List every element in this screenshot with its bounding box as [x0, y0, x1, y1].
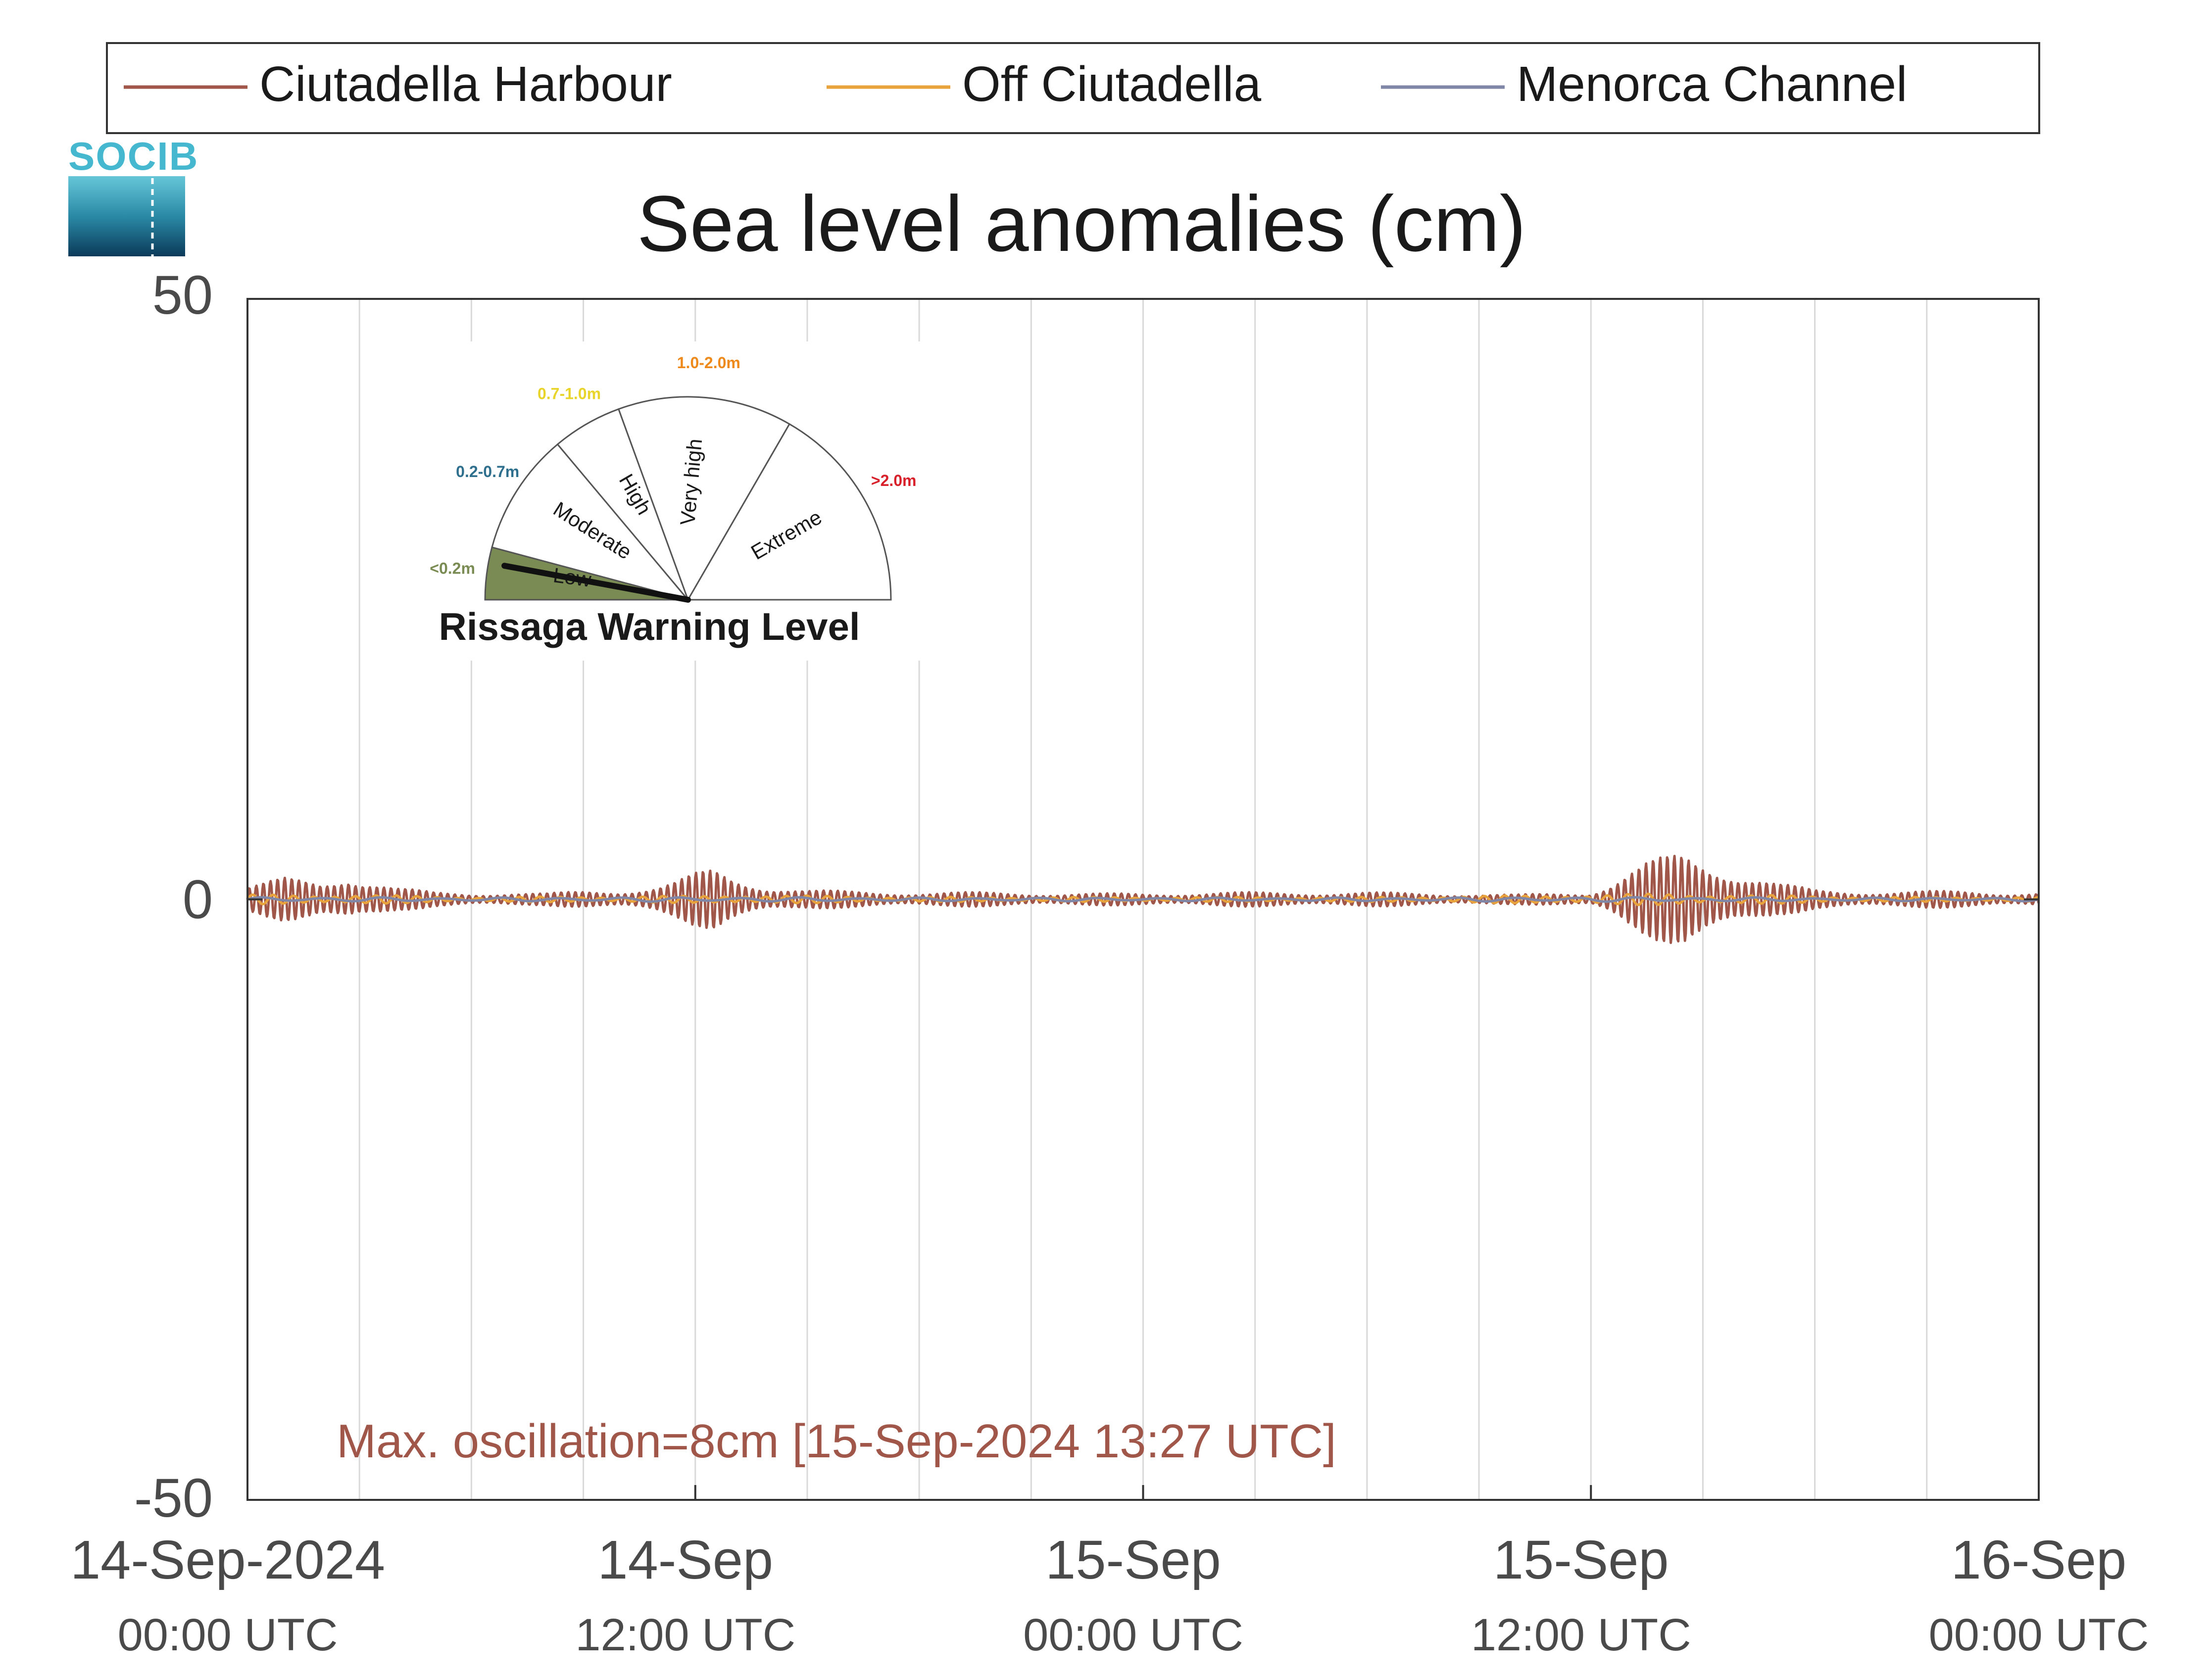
- series-line-menorca-channel: [247, 896, 2039, 903]
- x-tick-label-time: 00:00 UTC: [1023, 1610, 1243, 1660]
- gauge-sector-very-high: [617, 396, 791, 602]
- logo-wave-block: [68, 176, 185, 256]
- legend: Ciutadella Harbour Off Ciutadella Menorc…: [106, 42, 2040, 134]
- x-tick-label-date: 14-Sep: [597, 1530, 773, 1590]
- max-oscillation-annotation: Max. oscillation=8cm [15-Sep-2024 13:27 …: [337, 1415, 1336, 1468]
- x-tick-label-date: 16-Sep: [1951, 1530, 2127, 1590]
- gauge-sectors: Low<0.2mModerate0.2-0.7mHigh0.7-1.0mVery…: [430, 354, 917, 603]
- x-tick-label-time: 00:00 UTC: [118, 1610, 338, 1660]
- legend-box: [106, 42, 2040, 134]
- x-tick-label-time: 12:00 UTC: [575, 1610, 795, 1660]
- y-tick-label: -50: [134, 1468, 213, 1529]
- legend-label-menorca-channel: Menorca Channel: [1517, 56, 1907, 112]
- gauge-sector-high: [556, 408, 689, 600]
- y-tick-label: 0: [183, 869, 213, 930]
- x-tick-label-time: 12:00 UTC: [1471, 1610, 1691, 1660]
- x-tick-label-date: 15-Sep: [1493, 1530, 1669, 1590]
- gauge-range-label: <0.2m: [430, 559, 475, 577]
- y-tick-label: 50: [152, 265, 213, 326]
- gauge-sector-moderate: [491, 443, 690, 601]
- gauge-title: Rissaga Warning Level: [439, 605, 860, 648]
- gauge-sector-extreme: [687, 423, 892, 601]
- gauge-range-label: 0.2-0.7m: [456, 463, 519, 480]
- x-tick-label-time: 00:00 UTC: [1929, 1610, 2149, 1660]
- legend-label-ciutadella-harbour: Ciutadella Harbour: [259, 56, 672, 112]
- gauge-range-label: >2.0m: [871, 472, 917, 489]
- gauge-range-label: 1.0-2.0m: [677, 354, 740, 372]
- x-ticks: 14-Sep-2024 00:00 UTC 14-Sep 12:00 UTC 15-Se…: [70, 1485, 2149, 1660]
- gauge-range-label: 0.7-1.0m: [538, 384, 601, 402]
- series-layer: [246, 855, 2040, 944]
- chart-title: Sea level anomalies (cm): [637, 179, 1526, 268]
- x-tick-label-date: 14-Sep-2024: [70, 1530, 385, 1590]
- y-ticks: -50 0 50: [134, 265, 2039, 1529]
- logo-text: SOCIB: [68, 134, 198, 178]
- x-tick-label-date: 15-Sep: [1045, 1530, 1221, 1590]
- socib-logo: SOCIB: [68, 134, 198, 256]
- legend-label-off-ciutadella: Off Ciutadella: [962, 56, 1261, 112]
- gauge-needle: [501, 563, 691, 603]
- rissaga-warning-gauge: Low<0.2mModerate0.2-0.7mHigh0.7-1.0mVery…: [396, 341, 931, 661]
